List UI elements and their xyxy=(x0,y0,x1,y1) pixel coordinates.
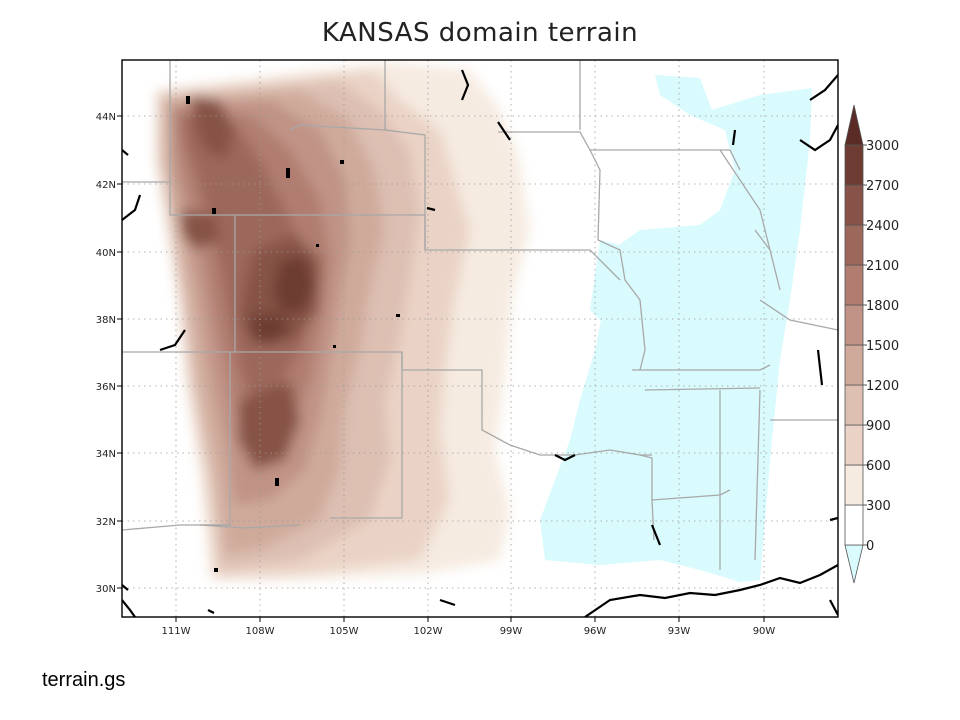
lakes xyxy=(186,96,400,572)
lat-tick-label: 36N xyxy=(96,382,116,393)
lat-tick-label: 38N xyxy=(96,315,116,326)
colorbar-segment xyxy=(844,144,864,186)
colorbar-segment xyxy=(844,184,864,226)
map-frame xyxy=(121,59,839,618)
colorbar-label: 3000 xyxy=(866,139,899,154)
lon-tick-label: 105W xyxy=(330,626,359,637)
lon-tick-label: 102W xyxy=(414,626,443,637)
lat-tick-label: 32N xyxy=(96,517,116,528)
colorbar-label: 1800 xyxy=(866,299,899,314)
colorbar-label: 600 xyxy=(866,459,891,474)
lon-tick-label: 90W xyxy=(753,626,776,637)
colorbar-segment xyxy=(844,424,864,466)
graticule xyxy=(122,60,838,617)
colorbar-label: 300 xyxy=(866,499,891,514)
coastlines xyxy=(122,69,838,617)
colorbar-label: 0 xyxy=(866,539,874,554)
lat-tick-label: 44N xyxy=(96,112,116,123)
lat-tick-label: 40N xyxy=(96,248,116,259)
colorbar-segment xyxy=(844,264,864,306)
terrain-layer-lowland-2 xyxy=(590,240,630,330)
colorbar-segment xyxy=(844,464,864,506)
lon-tick-label: 108W xyxy=(246,626,275,637)
colorbar-label: 2700 xyxy=(866,179,899,194)
colorbar-segment xyxy=(844,384,864,426)
lat-tick-label: 34N xyxy=(96,449,116,460)
lat-tick-label: 30N xyxy=(96,584,116,595)
lat-tick-label: 42N xyxy=(96,180,116,191)
colorbar-label: 1200 xyxy=(866,379,899,394)
colorbar-segment xyxy=(844,304,864,346)
colorbar-label: 900 xyxy=(866,419,891,434)
colorbar-segment xyxy=(844,224,864,266)
terrain-layers xyxy=(122,60,838,617)
state-borders xyxy=(122,60,838,570)
colorbar-segment xyxy=(844,344,864,386)
lon-tick-label: 96W xyxy=(584,626,607,637)
colorbar-label: 2100 xyxy=(866,259,899,274)
colorbar-upper-arrow xyxy=(844,104,864,146)
colorbar-label: 2400 xyxy=(866,219,899,234)
lon-tick-label: 111W xyxy=(162,626,191,637)
map-title: KANSAS domain terrain xyxy=(321,18,639,48)
lon-tick-label: 99W xyxy=(500,626,523,637)
terrain-layer-lowland xyxy=(540,75,812,582)
colorbar-label: 1500 xyxy=(866,339,899,354)
footer-filename: terrain.gs xyxy=(42,669,126,691)
colorbar-segment xyxy=(844,504,864,546)
colorbar-lower-arrow xyxy=(844,544,864,584)
lon-tick-label: 93W xyxy=(668,626,691,637)
